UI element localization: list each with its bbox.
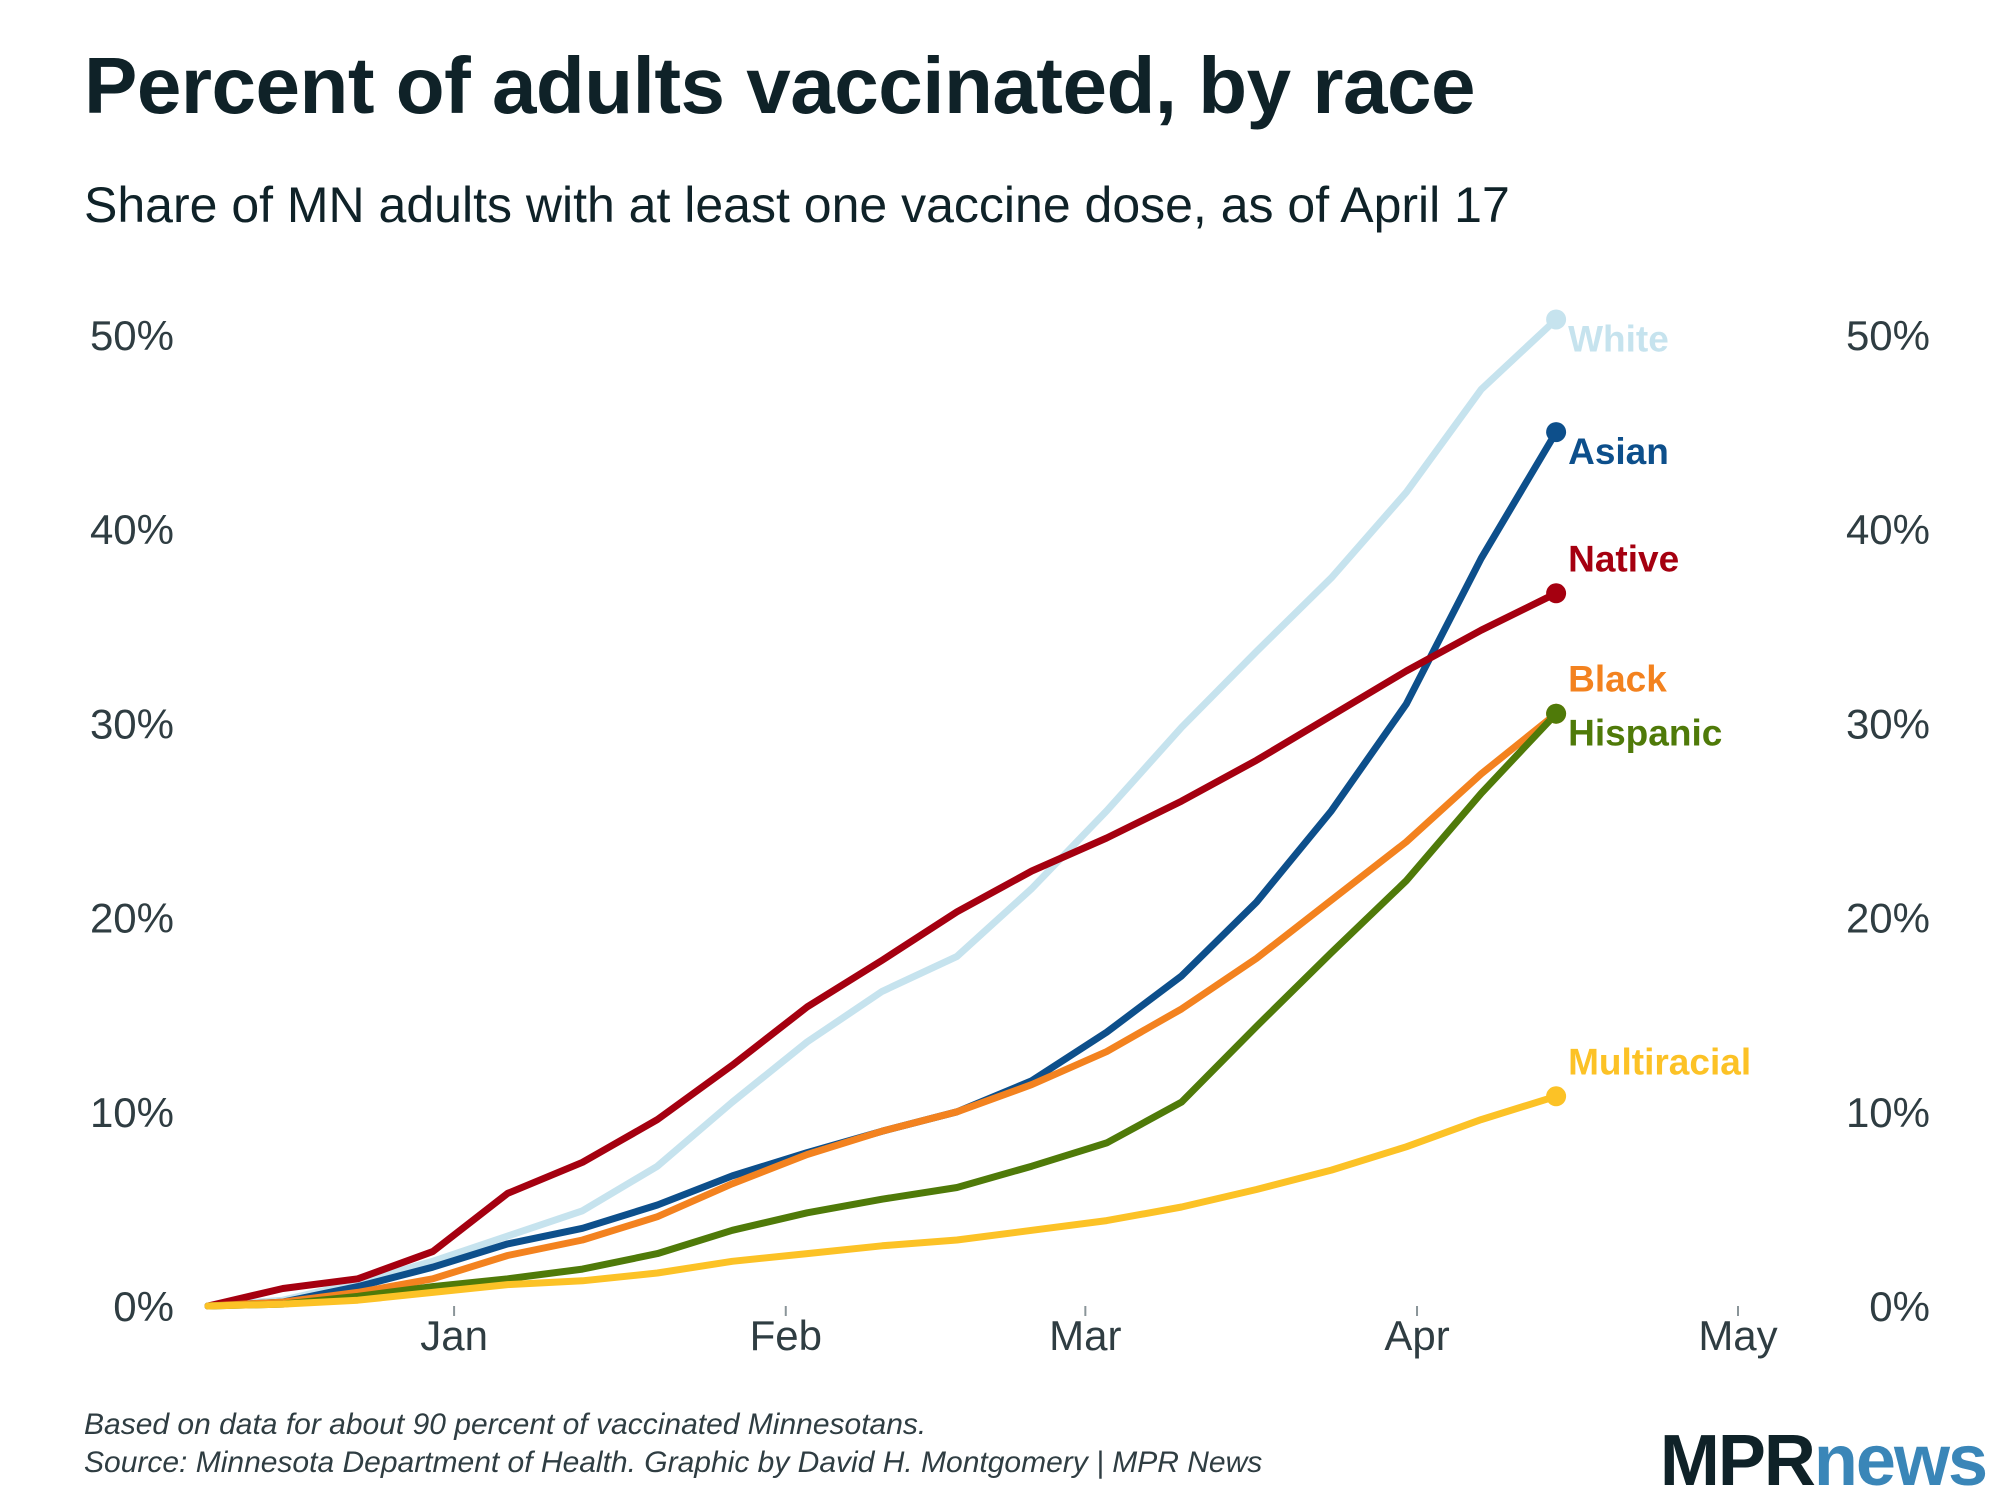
x-tick-label: Jan: [420, 1312, 488, 1359]
series-label-white: White: [1568, 318, 1669, 359]
footnote: Based on data for about 90 percent of va…: [84, 1408, 927, 1441]
series-line-hispanic: [204, 710, 1560, 1310]
x-tick-label: Apr: [1384, 1312, 1449, 1359]
end-marker-asian: [1546, 422, 1567, 443]
y-tick-label-right: 30%: [1846, 700, 1930, 747]
y-tick-label-right: 0%: [1869, 1283, 1930, 1330]
series-label-multiracial: Multiracial: [1568, 1041, 1751, 1082]
y-tick-label-right: 50%: [1846, 312, 1930, 359]
series-line-asian: [204, 428, 1560, 1310]
y-tick-label-right: 40%: [1846, 506, 1930, 553]
series-label-hispanic: Hispanic: [1568, 713, 1722, 754]
end-marker-white: [1546, 309, 1567, 330]
end-marker-native: [1546, 583, 1567, 604]
source-credit: Source: Minnesota Department of Health. …: [84, 1446, 1263, 1479]
y-axis-right: 0% 10% 20% 30% 40% 50%: [1846, 312, 1930, 1330]
y-axis-left: 0% 10% 20% 30% 40% 50%: [90, 312, 174, 1330]
y-tick-label-left: 50%: [90, 312, 174, 359]
series-labels: White Asian Native Black Hispanic Multiracial: [1546, 309, 1751, 1107]
series-line-multiracial: [204, 1092, 1560, 1310]
y-tick-label-right: 20%: [1846, 895, 1930, 942]
series-line-white: [204, 316, 1560, 1310]
x-tick-label: Feb: [750, 1312, 822, 1359]
end-marker-hispanic: [1546, 703, 1567, 724]
series-line-native: [204, 589, 1560, 1310]
y-tick-label-left: 30%: [90, 700, 174, 747]
series-label-black: Black: [1568, 659, 1667, 700]
chart-subtitle: Share of MN adults with at least one vac…: [84, 177, 1510, 233]
series-line-black: [204, 710, 1560, 1310]
chart-title: Percent of adults vaccinated, by race: [84, 41, 1475, 130]
series-label-native: Native: [1568, 538, 1679, 579]
y-tick-label-left: 0%: [113, 1283, 174, 1330]
series-lines: [204, 316, 1560, 1310]
line-chart: 0% 10% 20% 30% 40% 50% 0% 10% 20% 30% 40% 50% Jan F…: [90, 309, 1930, 1359]
x-tick-label: May: [1698, 1312, 1777, 1359]
y-tick-label-left: 10%: [90, 1089, 174, 1136]
x-axis: Jan Feb Mar Apr May: [420, 1306, 1778, 1359]
y-tick-label-left: 40%: [90, 506, 174, 553]
y-tick-label-right: 10%: [1846, 1089, 1930, 1136]
x-tick-label: Mar: [1049, 1312, 1121, 1359]
mpr-news-logo: MPRnews: [1659, 1421, 1988, 1501]
end-marker-multiracial: [1546, 1086, 1567, 1107]
series-label-asian: Asian: [1568, 431, 1669, 472]
y-tick-label-left: 20%: [90, 895, 174, 942]
